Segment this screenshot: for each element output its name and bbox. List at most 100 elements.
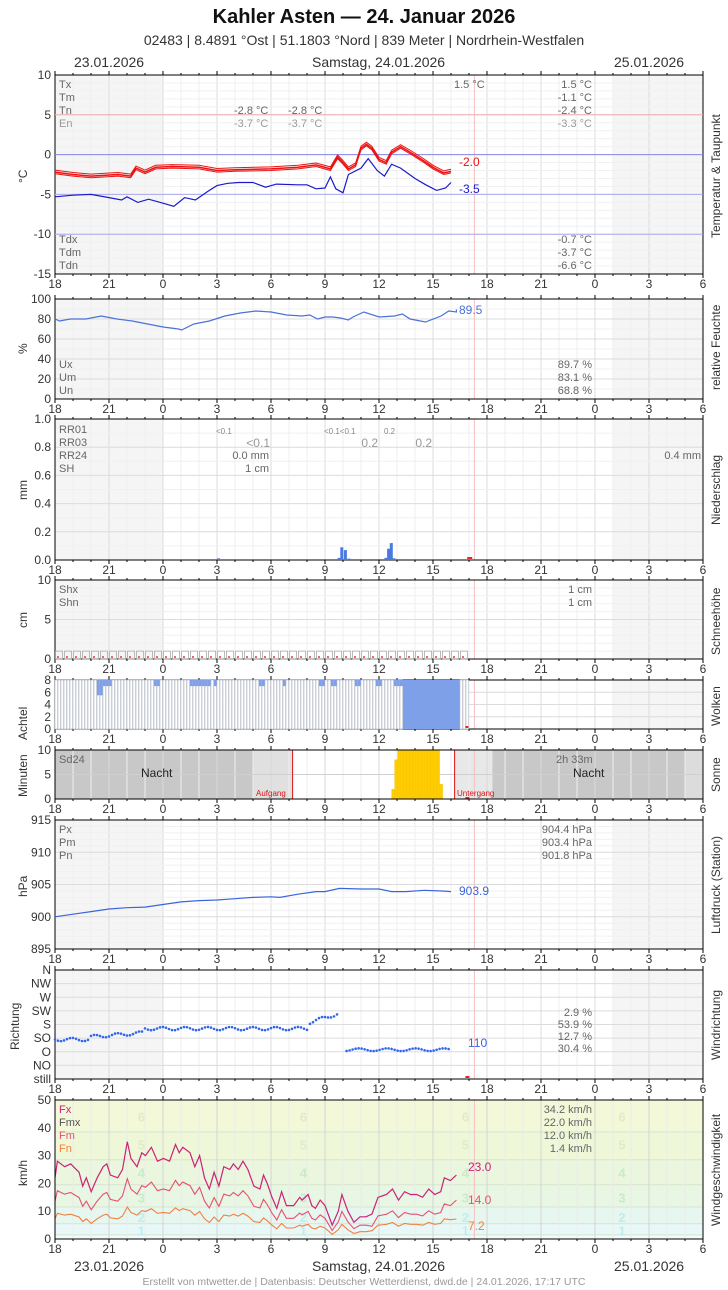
svg-text:3: 3	[646, 802, 653, 816]
precip-bar	[343, 550, 347, 560]
x-tick: 9	[322, 662, 329, 676]
sh-left-value: 1 cm	[245, 463, 269, 475]
precip-bar	[347, 558, 351, 560]
stat-shn-label: Shn	[59, 597, 79, 609]
y-tick: 900	[31, 910, 51, 924]
x-tick: 0	[160, 277, 167, 291]
night-right-label: Nacht	[573, 766, 605, 780]
now-marker	[467, 557, 473, 559]
svg-text:10: 10	[38, 1204, 52, 1218]
svg-text:6: 6	[618, 1110, 625, 1125]
night-left-label: Nacht	[141, 766, 173, 780]
x-tick: 6	[700, 662, 707, 676]
y-tick: NO	[33, 1058, 51, 1072]
x-tick: 12	[372, 662, 386, 676]
x-tick: 9	[322, 1082, 329, 1096]
x-tick: 6	[700, 402, 707, 416]
x-tick: 9	[322, 563, 329, 577]
x-tick: 3	[214, 402, 221, 416]
precip-bar	[389, 543, 393, 560]
precip-bar	[217, 558, 220, 560]
x-tick: 0	[592, 952, 599, 966]
x-tick: 21	[534, 563, 548, 577]
x-tick: 18	[48, 662, 62, 676]
y-tick: 895	[31, 942, 51, 956]
tn-value-2: -2.8 °C	[288, 105, 323, 117]
last-fn: 7.2	[468, 1219, 485, 1233]
svg-text:18: 18	[48, 1242, 62, 1256]
stat-ux-label: Ux	[59, 359, 73, 371]
x-tick: 6	[700, 563, 707, 577]
precip-panel-title: Niederschlag	[709, 454, 723, 525]
dir-o-pct: 30.4 %	[557, 1043, 592, 1055]
humidity-line	[54, 309, 457, 331]
x-tick: 6	[268, 1082, 275, 1096]
sun-axis-label: Minuten	[16, 754, 30, 797]
x-tick: 18	[48, 1082, 62, 1096]
svg-text:18: 18	[480, 802, 494, 816]
tx-marker-value: 1.5 °C	[454, 79, 485, 91]
svg-text:0: 0	[592, 802, 599, 816]
x-tick: 0	[592, 563, 599, 577]
x-tick: 3	[214, 1082, 221, 1096]
x-tick: 15	[426, 732, 440, 746]
humidity-panel-title: relative Feuchte	[709, 304, 723, 390]
en-value-2: -3.7 °C	[288, 118, 323, 130]
x-tick: 18	[48, 563, 62, 577]
svg-text:3: 3	[618, 1190, 625, 1205]
svg-text:12: 12	[372, 1242, 386, 1256]
y-tick: 100	[31, 292, 51, 306]
stat-shx-label: Shx	[59, 584, 78, 596]
svg-text:6: 6	[138, 1110, 145, 1125]
x-tick: 12	[372, 1082, 386, 1096]
x-tick: 3	[214, 662, 221, 676]
stat-fn-label: Fn	[59, 1143, 72, 1155]
svg-text:1: 1	[618, 1224, 625, 1239]
x-tick: 6	[268, 732, 275, 746]
x-tick: 6	[700, 952, 707, 966]
wind-direction-axis-label: Richtung	[8, 1002, 22, 1050]
y-tick: -5	[40, 187, 51, 201]
y-tick: SW	[32, 1004, 52, 1018]
stat-rr03-label: RR03	[59, 437, 88, 449]
y-tick: 910	[31, 845, 51, 859]
stat-px-label: Px	[59, 824, 72, 836]
y-tick: 4	[44, 698, 51, 712]
x-tick: 21	[102, 402, 116, 416]
svg-text:15: 15	[426, 1242, 440, 1256]
x-tick: 12	[372, 732, 386, 746]
x-tick: 18	[480, 563, 494, 577]
x-tick: 21	[534, 662, 548, 676]
x-tick: 0	[592, 732, 599, 746]
pressure-panel-title: Luftdruck (Station)	[709, 835, 723, 934]
x-tick: 6	[700, 732, 707, 746]
y-tick: 0.8	[34, 440, 51, 454]
station-info: 02483 | 8.4891 °Ost | 51.1803 °Nord | 83…	[143, 32, 585, 48]
x-tick: 18	[48, 277, 62, 291]
precip-bar	[337, 557, 341, 560]
um-value: 83.1 %	[557, 372, 592, 384]
svg-text:6: 6	[700, 1242, 707, 1256]
svg-text:2: 2	[300, 1210, 307, 1225]
x-tick: 21	[534, 732, 548, 746]
svg-text:40: 40	[38, 1121, 52, 1135]
tm-value: -1.1 °C	[557, 92, 592, 104]
stat-um-label: Um	[59, 372, 77, 384]
last-humidity: 89.5	[459, 303, 483, 317]
rr03-value-2: 0.2	[361, 436, 378, 450]
y-tick: 80	[38, 312, 52, 326]
y-tick: 915	[31, 813, 51, 827]
rr03-value-1: <0.1	[246, 436, 270, 450]
x-tick: 6	[268, 402, 275, 416]
un-value: 68.8 %	[557, 385, 592, 397]
x-tick: 3	[214, 952, 221, 966]
rr03-value-3: 0.2	[415, 436, 432, 450]
x-tick: 9	[322, 732, 329, 746]
x-tick: 18	[480, 732, 494, 746]
svg-text:6: 6	[300, 1110, 307, 1125]
